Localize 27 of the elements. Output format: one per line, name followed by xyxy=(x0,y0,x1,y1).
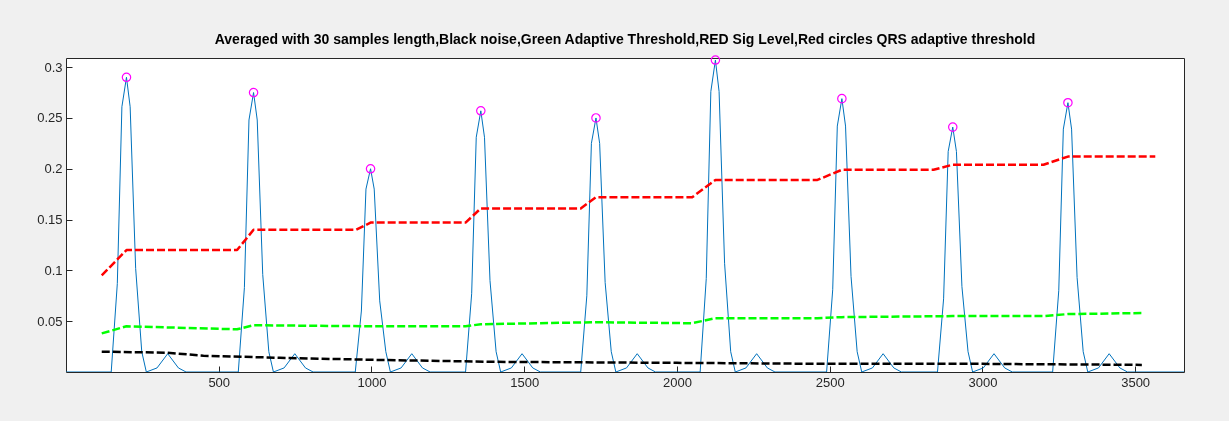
x-tick-label: 500 xyxy=(208,374,231,390)
y-tick-label: 0.05 xyxy=(37,313,63,329)
y-tick-label: 0.15 xyxy=(37,212,63,228)
line-series xyxy=(66,59,1184,372)
line-series xyxy=(100,155,1157,277)
line-series xyxy=(100,311,1144,335)
y-tick-label: 0.2 xyxy=(44,161,63,177)
point xyxy=(121,72,132,83)
point xyxy=(365,163,376,174)
x-tick-label: 1500 xyxy=(510,374,540,390)
chart-title: Averaged with 30 samples length,Black noise,Green Adaptive Threshold,RED Sig Level,Red circles QRS adaptive threshold xyxy=(214,31,1036,48)
y-tick-label: 0.25 xyxy=(37,110,63,126)
x-tick-label: 1000 xyxy=(357,374,387,390)
line-series xyxy=(100,350,1144,367)
x-tick-label: 2000 xyxy=(662,374,692,390)
y-tick-label: 0.3 xyxy=(44,59,63,75)
point xyxy=(837,93,847,104)
x-tick-label: 3500 xyxy=(1121,374,1151,390)
point xyxy=(1063,97,1073,108)
x-tick-label: 3000 xyxy=(968,374,998,390)
point xyxy=(710,55,721,65)
point xyxy=(591,113,601,123)
point xyxy=(476,106,486,116)
y-tick-label: 0.1 xyxy=(44,262,63,278)
point xyxy=(248,87,259,98)
x-tick-label: 2500 xyxy=(815,374,845,390)
point xyxy=(947,122,958,132)
